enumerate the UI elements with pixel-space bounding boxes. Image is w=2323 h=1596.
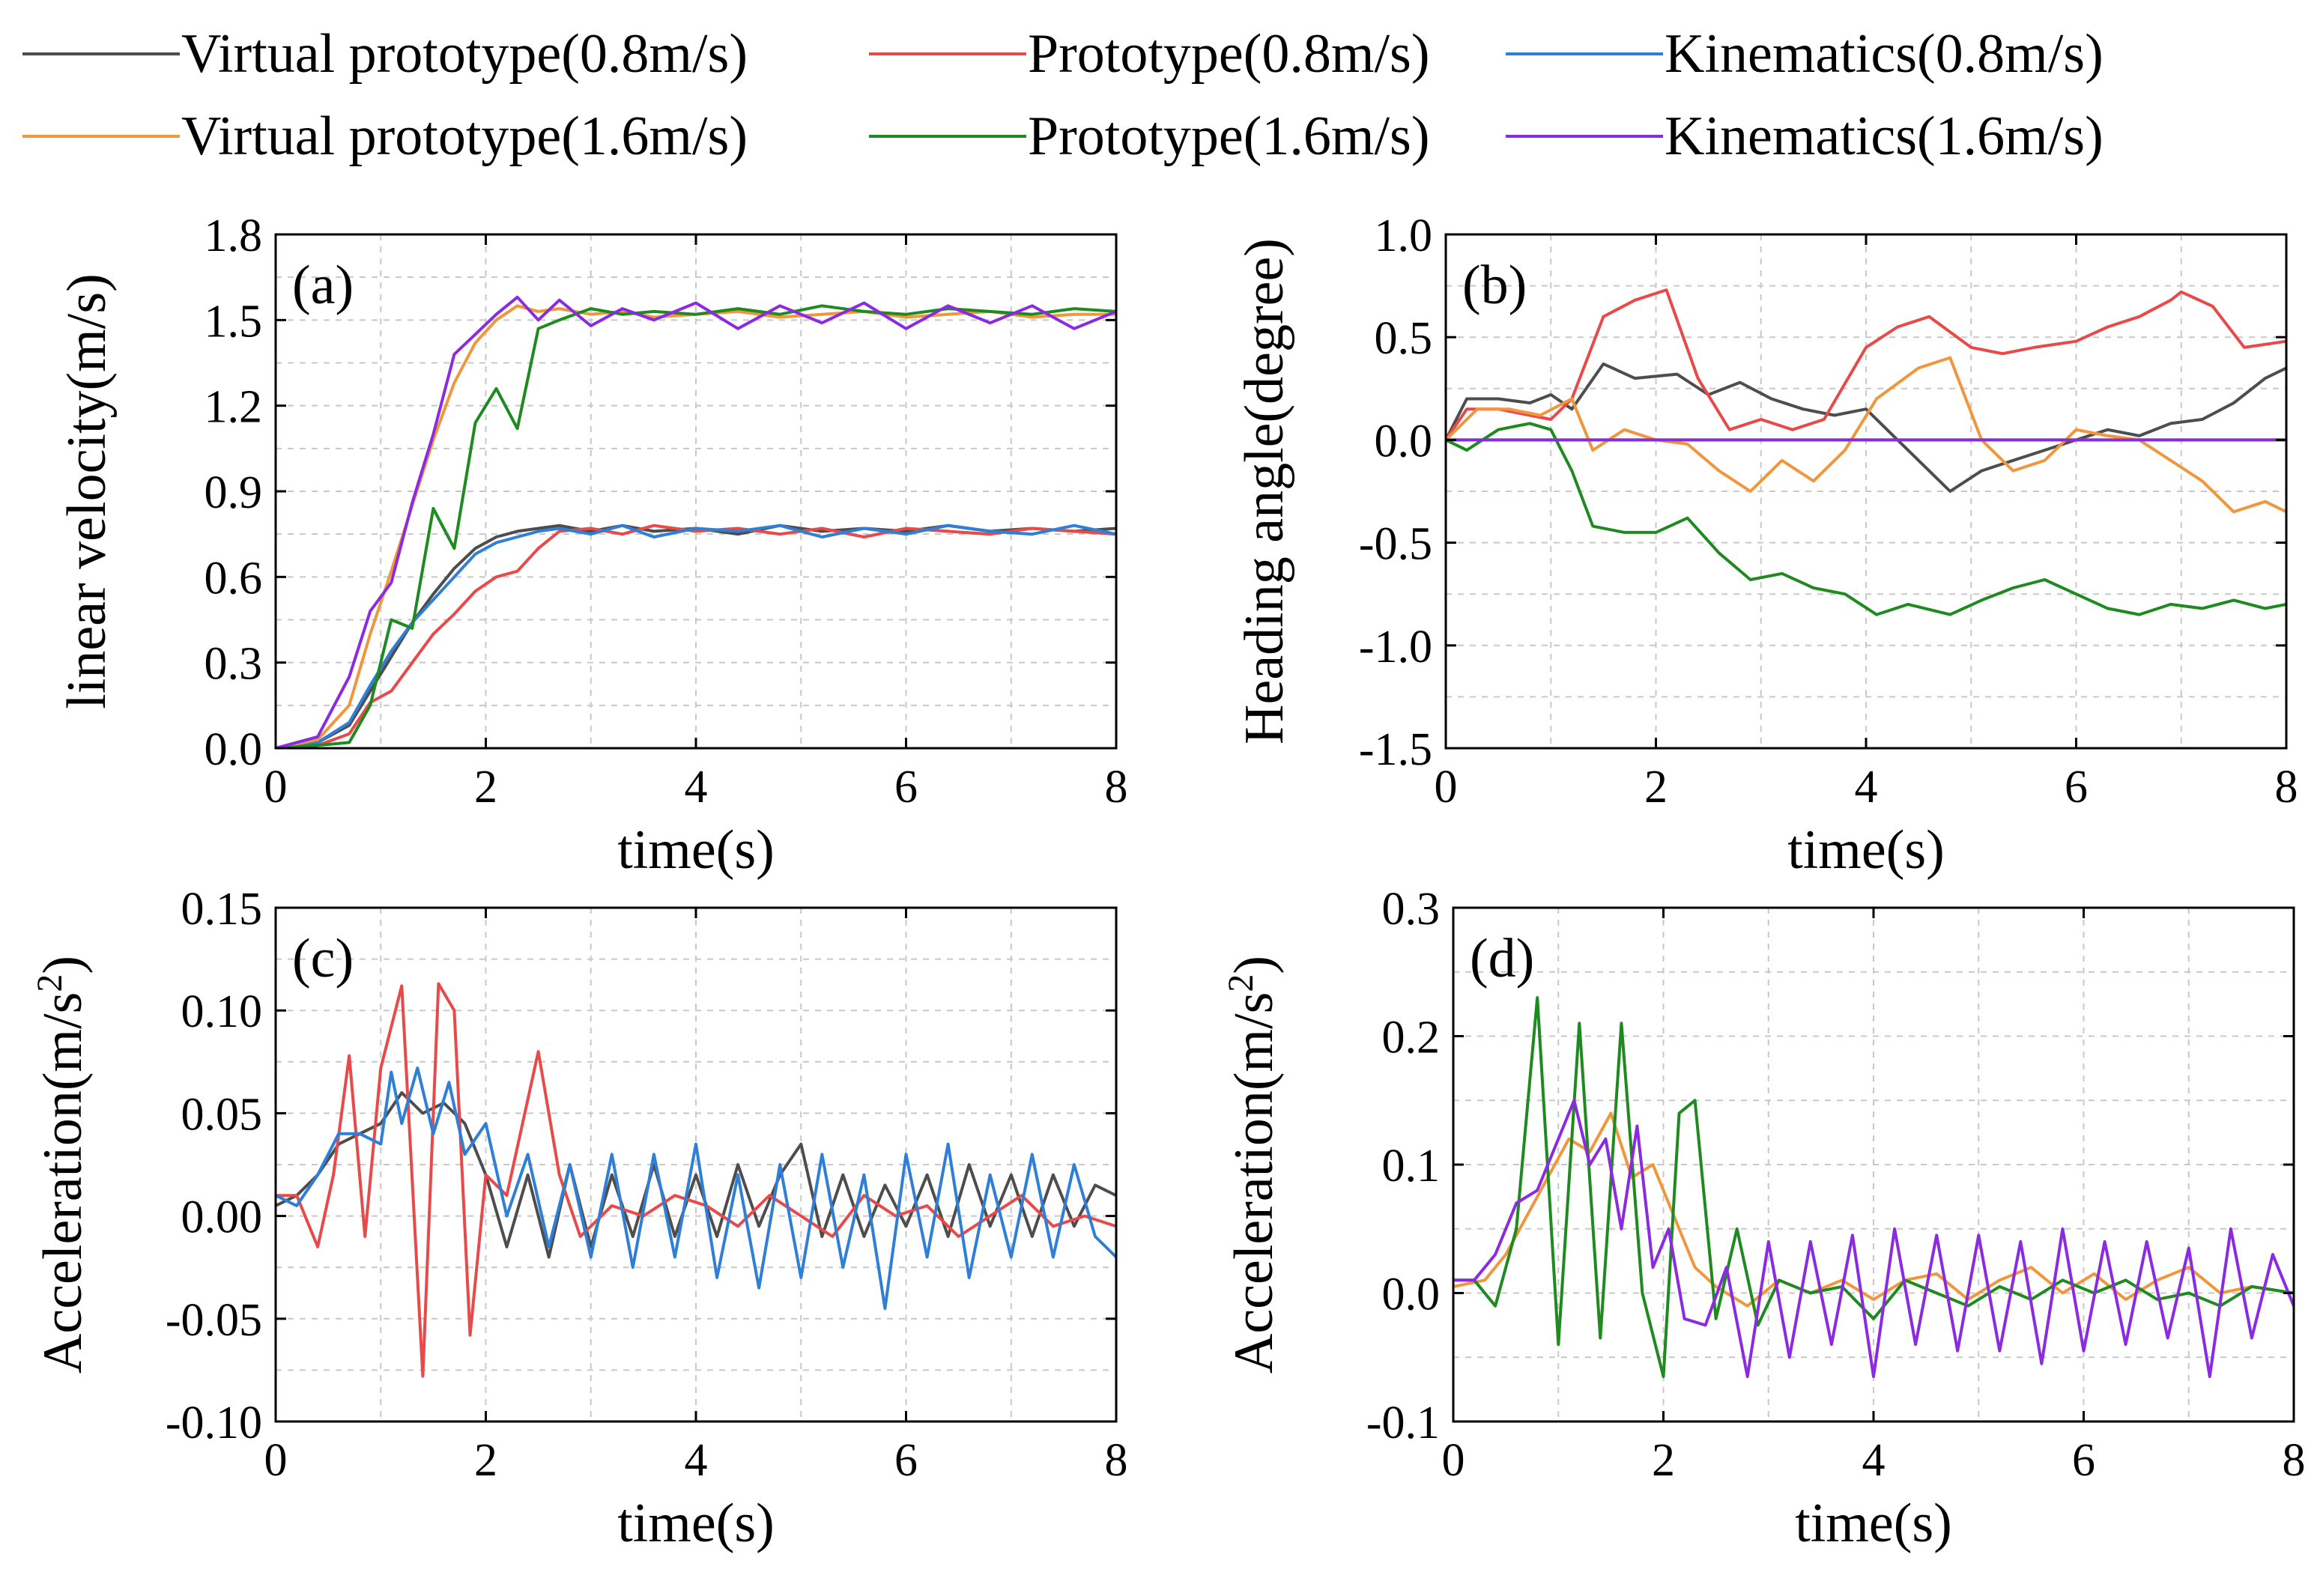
series-line-kinematics-1-6m-s <box>276 295 1116 748</box>
series-line-kinematics-1-6m-s <box>1453 1099 2294 1378</box>
panel-label: (d) <box>1470 928 1534 989</box>
panel-d-acceleration-chart: 0 2 4 6 8 -0.1 0.0 0.1 0.2 0.3 time(s) Acceleration… <box>1221 884 2306 1554</box>
y-tick-label: 0.5 <box>1375 313 1433 364</box>
y-tick-label: -0.05 <box>166 1295 262 1346</box>
series-line-prototype-0-8m-s <box>276 524 1116 748</box>
series-line-kinematics-0-8m-s <box>276 524 1116 748</box>
legend-label: Virtual prototype(1.6m/s) <box>181 106 748 167</box>
legend-label: Prototype(1.6m/s) <box>1028 106 1429 167</box>
x-tick-label: 4 <box>1855 762 1878 813</box>
grid <box>1445 234 2287 749</box>
panel-label: (b) <box>1462 255 1527 316</box>
series-line-prototype-0-8m-s <box>276 982 1116 1378</box>
legend-label: Prototype(0.8m/s) <box>1028 23 1429 85</box>
y-tick-label: -0.1 <box>1366 1398 1440 1448</box>
panel-b-heading-chart: 0 2 4 6 8 -1.5 -1.0 -0.5 0.0 0.5 1.0 time(s) Heading… <box>1234 210 2298 881</box>
x-tick-label: 6 <box>2072 1435 2095 1486</box>
x-tick-label: 0 <box>264 1435 288 1486</box>
x-tick-label: 6 <box>894 762 918 813</box>
grid <box>1453 907 2295 1422</box>
series-line-prototype-1-6m-s <box>1453 996 2294 1378</box>
panel-label: (c) <box>292 928 354 989</box>
y-tick-label: -0.5 <box>1359 519 1432 570</box>
x-tick-label: 4 <box>1862 1435 1886 1486</box>
y-axis-label: linear velocity(m/s) <box>56 273 118 709</box>
series-line-prototype-0-8m-s <box>1446 288 2286 441</box>
series-group <box>1446 288 2286 616</box>
y-tick-label: 0.10 <box>181 986 263 1037</box>
y-tick-label: 0.0 <box>205 724 263 775</box>
legend-label: Kinematics(1.6m/s) <box>1665 106 2104 167</box>
y-tick-label: 0.3 <box>1382 884 1441 935</box>
panel-c-acceleration-chart: 0 2 4 6 8 -0.10 -0.05 0.00 0.05 0.10 0.15 time(s) Ac… <box>30 884 1128 1554</box>
y-tick-label: -1.5 <box>1359 724 1432 775</box>
y-tick-label: 0.9 <box>205 467 263 518</box>
series-line-prototype-1-6m-s <box>276 304 1116 748</box>
x-tick-label: 0 <box>1435 762 1458 813</box>
x-tick-label: 6 <box>2065 762 2088 813</box>
x-tick-label: 0 <box>264 762 288 813</box>
legend-item: Virtual prototype(0.8m/s) <box>22 23 748 85</box>
y-tick-label: 0.0 <box>1375 416 1433 467</box>
legend-label: Virtual prototype(0.8m/s) <box>181 23 748 85</box>
y-tick-label: 0.2 <box>1382 1013 1441 1064</box>
x-tick-label: 2 <box>1644 762 1668 813</box>
series-group <box>1453 996 2294 1378</box>
y-tick-label: 1.0 <box>1375 210 1433 261</box>
x-axis-label: time(s) <box>1795 1493 1952 1554</box>
series-group <box>276 295 1116 748</box>
x-tick-label: 2 <box>1652 1435 1675 1486</box>
x-tick-label: 0 <box>1442 1435 1465 1486</box>
x-tick-label: 8 <box>2283 1435 2306 1486</box>
x-tick-label: 8 <box>2275 762 2298 813</box>
x-axis-label: time(s) <box>617 819 775 881</box>
series-line-virtual-prototype-0-8m-s <box>276 1091 1116 1259</box>
y-tick-label: 1.8 <box>205 210 263 261</box>
series-line-kinematics-0-8m-s <box>276 1066 1116 1311</box>
y-tick-label: -0.10 <box>166 1398 262 1448</box>
y-tick-label: 0.1 <box>1382 1141 1441 1192</box>
x-axis-label: time(s) <box>617 1493 775 1554</box>
legend-item: Prototype(1.6m/s) <box>869 106 1429 167</box>
legend-item: Kinematics(1.6m/s) <box>1506 106 2104 167</box>
legend-item: Prototype(0.8m/s) <box>869 23 1429 85</box>
y-tick-label: 1.2 <box>205 382 263 433</box>
y-tick-label: 0.00 <box>181 1192 263 1243</box>
y-axis-label: Acceleration(m/s2) <box>30 956 94 1374</box>
legend-label: Kinematics(0.8m/s) <box>1665 23 2104 85</box>
panel-a-velocity-chart: 0 2 4 6 8 0.0 0.3 0.6 0.9 1.2 1.5 1.8 time(s) linear … <box>56 210 1128 881</box>
y-tick-label: 0.3 <box>205 639 263 690</box>
series-line-virtual-prototype-1-6m-s <box>276 304 1116 748</box>
x-tick-label: 2 <box>474 762 497 813</box>
panel-label: (a) <box>292 255 354 316</box>
y-tick-label: 0.05 <box>181 1089 263 1140</box>
y-axis-label: Heading angle(degree) <box>1234 238 1295 744</box>
series-line-virtual-prototype-1-6m-s <box>1446 356 2286 514</box>
x-tick-label: 6 <box>894 1435 918 1486</box>
legend: Virtual prototype(0.8m/s) Prototype(0.8m/… <box>22 23 2104 167</box>
y-tick-label: 0.6 <box>205 553 263 604</box>
x-tick-label: 4 <box>685 1435 708 1486</box>
x-tick-label: 4 <box>685 762 708 813</box>
legend-item: Kinematics(0.8m/s) <box>1506 23 2104 85</box>
y-tick-label: 1.5 <box>205 296 263 347</box>
x-tick-label: 8 <box>1105 1435 1128 1486</box>
series-group <box>276 982 1116 1378</box>
y-tick-label: 0.0 <box>1382 1269 1441 1320</box>
x-tick-label: 2 <box>474 1435 497 1486</box>
y-tick-label: -1.0 <box>1359 622 1432 673</box>
series-line-prototype-1-6m-s <box>1446 422 2286 616</box>
x-tick-label: 8 <box>1105 762 1128 813</box>
y-axis-label: Acceleration(m/s2) <box>1221 956 1285 1374</box>
y-tick-label: 0.15 <box>181 884 263 935</box>
legend-item: Virtual prototype(1.6m/s) <box>22 106 748 167</box>
x-axis-label: time(s) <box>1787 819 1945 881</box>
